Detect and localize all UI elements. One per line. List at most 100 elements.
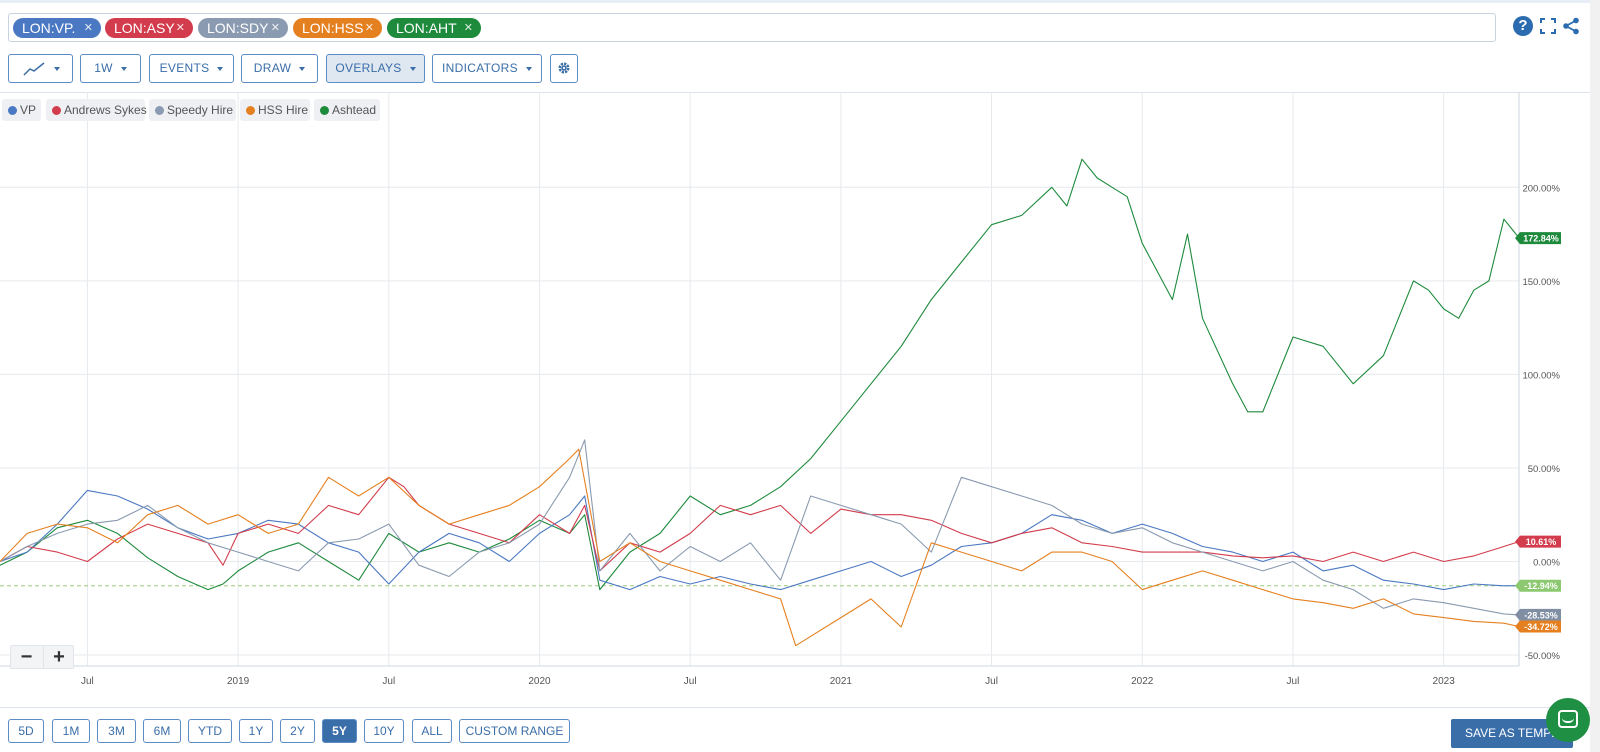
range-ytd-button[interactable]: YTD [188, 719, 232, 743]
chevron-down-icon [299, 66, 306, 71]
indicators-button[interactable]: INDICATORS [432, 54, 542, 83]
events-button[interactable]: EVENTS [149, 54, 234, 83]
y-tick-label: 200.00% [1522, 183, 1560, 194]
end-value-text: -12.94% [1524, 581, 1558, 591]
share-icon[interactable] [1560, 15, 1582, 37]
zoom-control: − + [10, 645, 74, 669]
draw-label: DRAW [253, 61, 292, 75]
legend-item-vp[interactable]: VP [2, 99, 41, 121]
top-border [0, 0, 1600, 3]
range-label: 10Y [373, 724, 395, 738]
close-icon[interactable]: ✕ [83, 22, 93, 34]
x-tick-label: Jul [985, 676, 998, 687]
symbol-chip-sdy[interactable]: LON:SDY ✕ [198, 18, 288, 38]
range-label: 1M [62, 724, 80, 738]
fullscreen-icon[interactable] [1537, 15, 1559, 37]
events-label: EVENTS [159, 61, 210, 75]
draw-button[interactable]: DRAW [241, 54, 318, 83]
y-tick-label: 150.00% [1522, 277, 1560, 288]
symbol-chip-label: LON:VP. [22, 20, 76, 36]
toolbar-divider [0, 92, 1600, 93]
line-chart-icon [22, 62, 44, 76]
chat-smile-icon [1562, 718, 1574, 723]
symbol-chip-vp[interactable]: LON:VP. ✕ [13, 18, 101, 38]
range-label: 5Y [332, 724, 347, 738]
close-icon[interactable]: ✕ [270, 22, 280, 34]
legend-dot [8, 106, 17, 115]
legend-label: HSS Hire [258, 103, 309, 117]
y-tick-label: 100.00% [1522, 370, 1560, 381]
end-value-label: 172.84% [1515, 232, 1561, 245]
interval-button[interactable]: 1W [80, 54, 141, 83]
chevron-down-icon [217, 66, 224, 71]
range-5y-button[interactable]: 5Y [322, 719, 357, 743]
end-value-label: 10.61% [1515, 535, 1561, 548]
series-line-speedy-hire [0, 439, 1520, 616]
chat-button[interactable] [1546, 698, 1590, 742]
end-value-badge [1515, 535, 1561, 548]
range-6m-button[interactable]: 6M [143, 719, 181, 743]
indicators-label: INDICATORS [442, 61, 518, 75]
range-2y-button[interactable]: 2Y [280, 719, 315, 743]
range-5d-button[interactable]: 5D [8, 719, 44, 743]
legend-label: Speedy Hire [167, 103, 234, 117]
x-tick-label: Jul [684, 676, 697, 687]
end-value-badge [1515, 579, 1561, 592]
range-1m-button[interactable]: 1M [52, 719, 90, 743]
legend-item-ashtead[interactable]: Ashtead [314, 99, 380, 121]
chevron-down-icon [120, 66, 127, 71]
chart-type-button[interactable] [8, 54, 73, 83]
settings-button[interactable] [550, 54, 578, 83]
symbol-chip-label: LON:AHT [396, 20, 457, 36]
zoom-out-button[interactable]: − [20, 646, 33, 668]
symbol-chip-asy[interactable]: LON:ASY ✕ [105, 18, 193, 38]
help-icon[interactable]: ? [1513, 16, 1533, 36]
x-tick-label: 2019 [227, 676, 250, 687]
gear-icon [558, 62, 570, 74]
range-label: 6M [153, 724, 171, 738]
range-label: ALL [421, 724, 443, 738]
range-label: 3M [108, 724, 125, 738]
chevron-down-icon [525, 66, 532, 71]
range-3m-button[interactable]: 3M [97, 719, 136, 743]
legend-item-speedy-hire[interactable]: Speedy Hire [149, 99, 236, 121]
range-all-button[interactable]: ALL [412, 719, 452, 743]
legend-dot [246, 106, 255, 115]
footer-divider [0, 707, 1600, 708]
range-label: CUSTOM RANGE [465, 724, 564, 738]
x-tick-label: 2020 [528, 676, 551, 687]
x-tick-label: 2021 [830, 676, 853, 687]
chat-icon [1558, 710, 1578, 728]
end-value-badge [1515, 608, 1561, 621]
overlays-button[interactable]: OVERLAYS [326, 54, 425, 83]
close-icon[interactable]: ✕ [463, 22, 473, 34]
series-line-vp [0, 489, 1520, 591]
end-value-text: 172.84% [1523, 234, 1559, 244]
x-tick-label: Jul [1287, 676, 1300, 687]
symbol-chip-label: LON:SDY [207, 20, 269, 36]
symbol-bar[interactable]: LON:VP. ✕ LON:ASY ✕ LON:SDY ✕ LON:HSS ✕ … [8, 13, 1496, 42]
legend-item-hss-hire[interactable]: HSS Hire [240, 99, 310, 121]
symbol-chip-aht[interactable]: LON:AHT ✕ [387, 18, 481, 38]
range-custom-button[interactable]: CUSTOM RANGE [459, 719, 570, 743]
chart-area[interactable]: -50.00% 0.00% 50.00% 100.00% 150.00% 200.00% J… [0, 92, 1590, 692]
overlays-label: OVERLAYS [335, 61, 402, 75]
end-value-text: -34.72% [1524, 622, 1558, 632]
close-icon[interactable]: ✕ [364, 22, 374, 34]
y-tick-label: 0.00% [1533, 558, 1560, 569]
symbol-chip-hss[interactable]: LON:HSS ✕ [293, 18, 382, 38]
close-icon[interactable]: ✕ [175, 22, 185, 34]
x-tick-label: 2023 [1433, 676, 1456, 687]
legend-item-andrews-sykes[interactable]: Andrews Sykes [46, 99, 147, 121]
range-1y-button[interactable]: 1Y [239, 719, 273, 743]
zoom-in-button[interactable]: + [43, 646, 74, 668]
end-value-text: 10.61% [1526, 537, 1557, 547]
page-scrollbar[interactable] [1590, 0, 1600, 752]
legend-label: VP [20, 103, 37, 117]
y-tick-label: -50.00% [1525, 651, 1561, 662]
range-label: 1Y [248, 724, 264, 738]
x-tick-label: Jul [382, 676, 395, 687]
legend-dot [52, 106, 61, 115]
end-value-badge [1515, 232, 1561, 245]
range-10y-button[interactable]: 10Y [364, 719, 404, 743]
